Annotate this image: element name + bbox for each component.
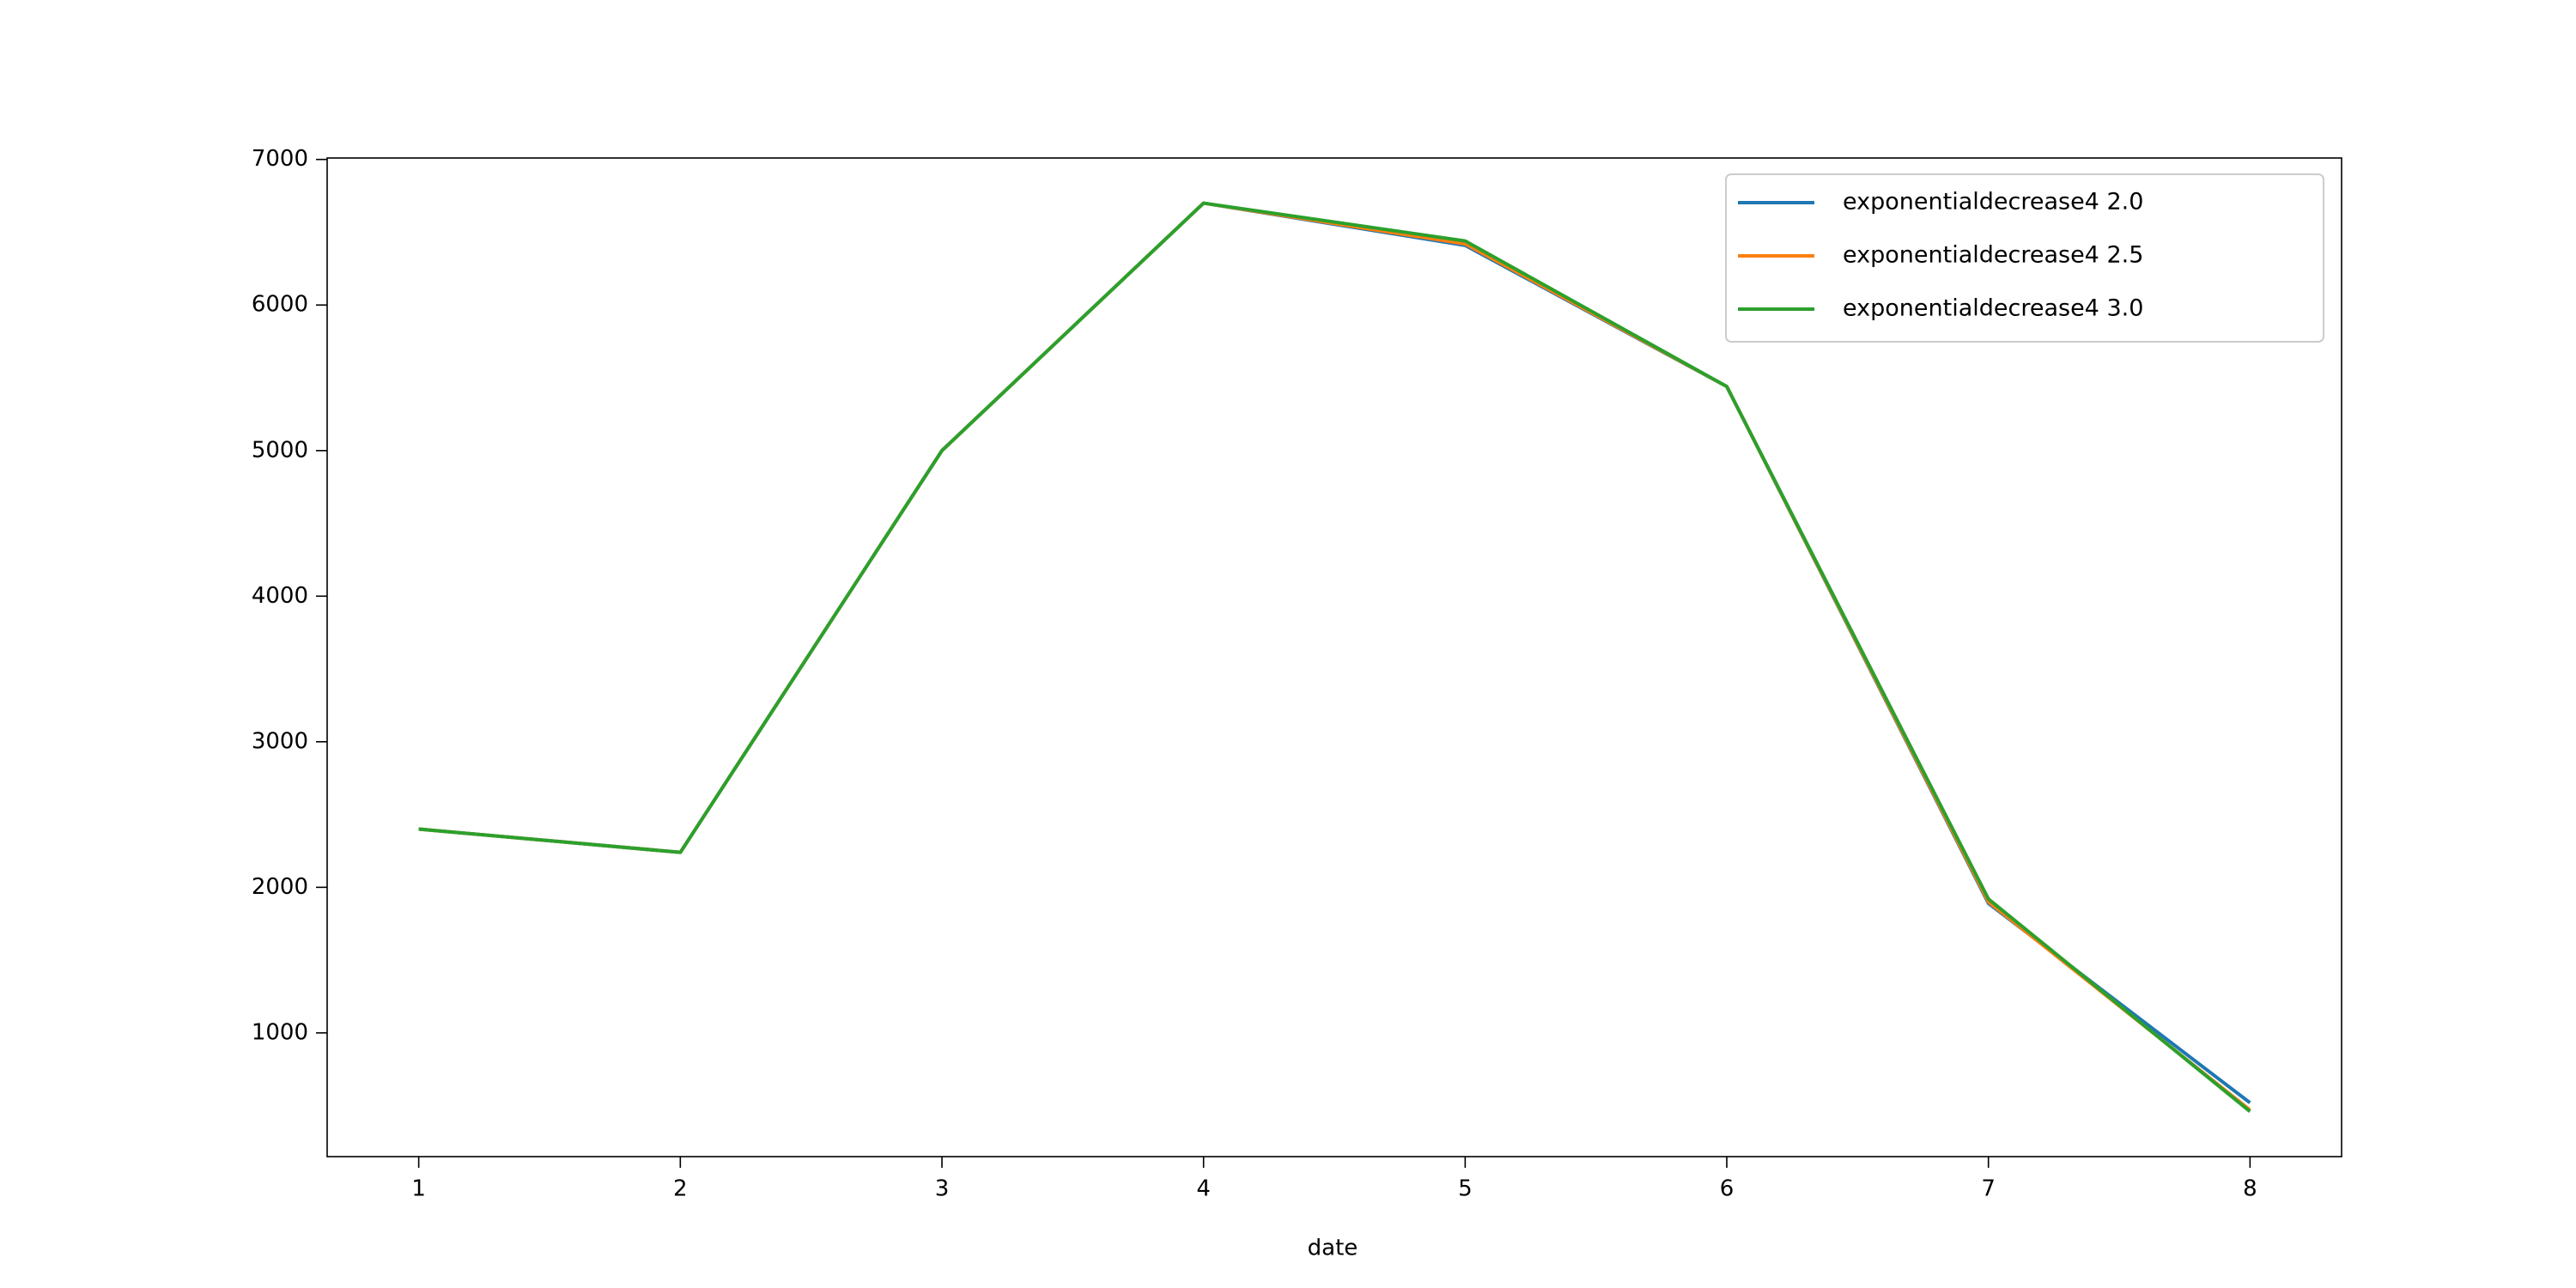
legend-label: exponentialdecrease4 3.0 [1843, 295, 2143, 322]
y-tick-label: 7000 [252, 146, 308, 172]
x-tick-label: 3 [935, 1176, 950, 1202]
y-tick-label: 1000 [252, 1019, 308, 1045]
y-tick-label: 5000 [252, 437, 308, 463]
x-tick-label: 2 [673, 1176, 688, 1202]
x-tick-label: 6 [1720, 1176, 1735, 1202]
legend-box [1725, 173, 2324, 343]
legend-label: exponentialdecrease4 2.0 [1843, 189, 2143, 216]
x-tick-label: 1 [411, 1176, 426, 1202]
y-tick-label: 4000 [252, 583, 308, 609]
x-tick-label: 7 [1981, 1176, 1996, 1202]
legend: exponentialdecrease4 2.0 exponentialdecre… [1725, 173, 2324, 343]
y-tick-label: 3000 [252, 728, 308, 754]
x-axis-label: date [1308, 1236, 1358, 1261]
y-tick-label: 6000 [252, 292, 308, 318]
legend-label: exponentialdecrease4 2.5 [1843, 242, 2143, 269]
y-tick-label: 2000 [252, 874, 308, 900]
x-tick-label: 4 [1196, 1176, 1211, 1202]
x-tick-label: 5 [1458, 1176, 1473, 1202]
series-line [418, 201, 2251, 1113]
plot-frame [326, 157, 2342, 1157]
x-tick-label: 8 [2243, 1176, 2257, 1202]
